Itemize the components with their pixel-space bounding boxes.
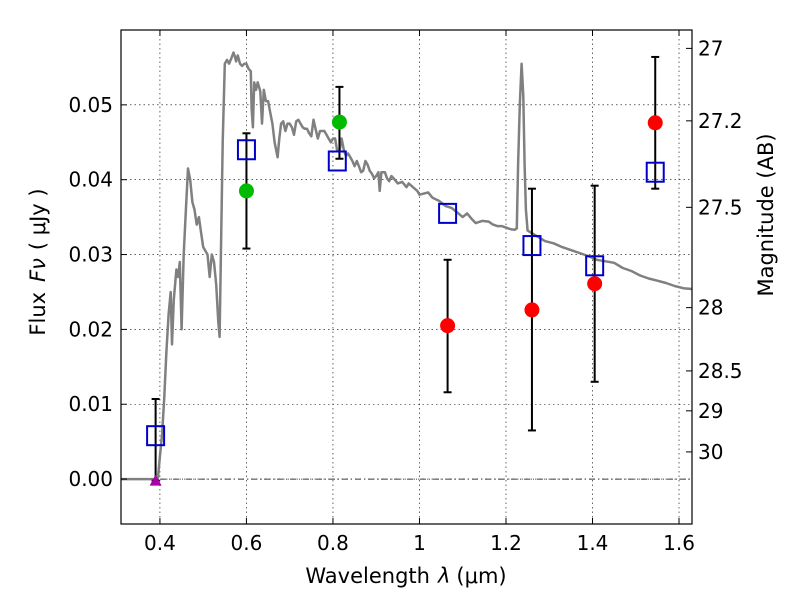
x-tick-label: 0.4 bbox=[144, 531, 176, 555]
model-spectrum-line bbox=[121, 51, 693, 481]
mag-tick-label: 30 bbox=[698, 440, 723, 464]
x-tick-label: 0.8 bbox=[317, 531, 349, 555]
y-tick-label: 0.04 bbox=[68, 168, 113, 192]
magnitude-axis-title: Magnitude (AB) bbox=[754, 133, 778, 296]
model-flux-square bbox=[522, 235, 542, 257]
y-tick-label: 0.05 bbox=[68, 93, 113, 117]
plot-frame bbox=[120, 29, 693, 525]
observed-flux-circle bbox=[331, 114, 347, 130]
y-tick-label: 0.01 bbox=[68, 392, 113, 416]
error-bars bbox=[151, 55, 660, 482]
model-flux-square bbox=[645, 161, 665, 183]
observed-flux-circle bbox=[524, 302, 540, 318]
y-axis-ticks: 0.00 0.01 0.02 0.03 0.04 0.05 bbox=[68, 93, 127, 491]
model-flux-square bbox=[585, 255, 605, 277]
model-flux-square bbox=[438, 202, 458, 224]
observed-flux-circle bbox=[440, 318, 456, 334]
mag-tick-label: 29 bbox=[698, 399, 723, 423]
magnitude-axis-ticks: 27 27.2 27.5 28 28.5 29 30 bbox=[686, 36, 743, 464]
observed-flux-circle bbox=[587, 276, 603, 292]
mag-tick-label: 27.2 bbox=[698, 109, 743, 133]
y-tick-label: 0.00 bbox=[68, 467, 113, 491]
upper-limit-triangle bbox=[149, 474, 162, 486]
model-flux-square bbox=[236, 139, 256, 161]
grid-lines bbox=[121, 30, 692, 524]
x-tick-label: 0.6 bbox=[231, 531, 263, 555]
model-flux-square bbox=[146, 425, 166, 447]
x-axis-ticks: 0.4 0.6 0.8 1 1.2 1.4 1.6 bbox=[144, 30, 695, 555]
model-spectrum bbox=[121, 51, 693, 481]
y-tick-label: 0.02 bbox=[68, 317, 113, 341]
observed-flux-circle bbox=[647, 115, 663, 131]
mag-tick-label: 27.5 bbox=[698, 195, 743, 219]
model-flux-square bbox=[327, 150, 347, 172]
x-tick-label: 1.2 bbox=[490, 531, 522, 555]
x-axis-title: Wavelength λ (μm) bbox=[305, 564, 506, 588]
x-tick-label: 1.6 bbox=[663, 531, 695, 555]
data-markers bbox=[146, 114, 665, 486]
x-tick-label: 1 bbox=[413, 531, 426, 555]
x-tick-label: 1.4 bbox=[577, 531, 609, 555]
observed-flux-circle bbox=[238, 183, 254, 199]
y-axis-title: FluxFν( μJy ) bbox=[26, 188, 50, 335]
y-tick-label: 0.03 bbox=[68, 243, 113, 267]
mag-tick-label: 27 bbox=[698, 36, 723, 60]
mag-tick-label: 28 bbox=[698, 296, 723, 320]
mag-tick-label: 28.5 bbox=[698, 359, 743, 383]
